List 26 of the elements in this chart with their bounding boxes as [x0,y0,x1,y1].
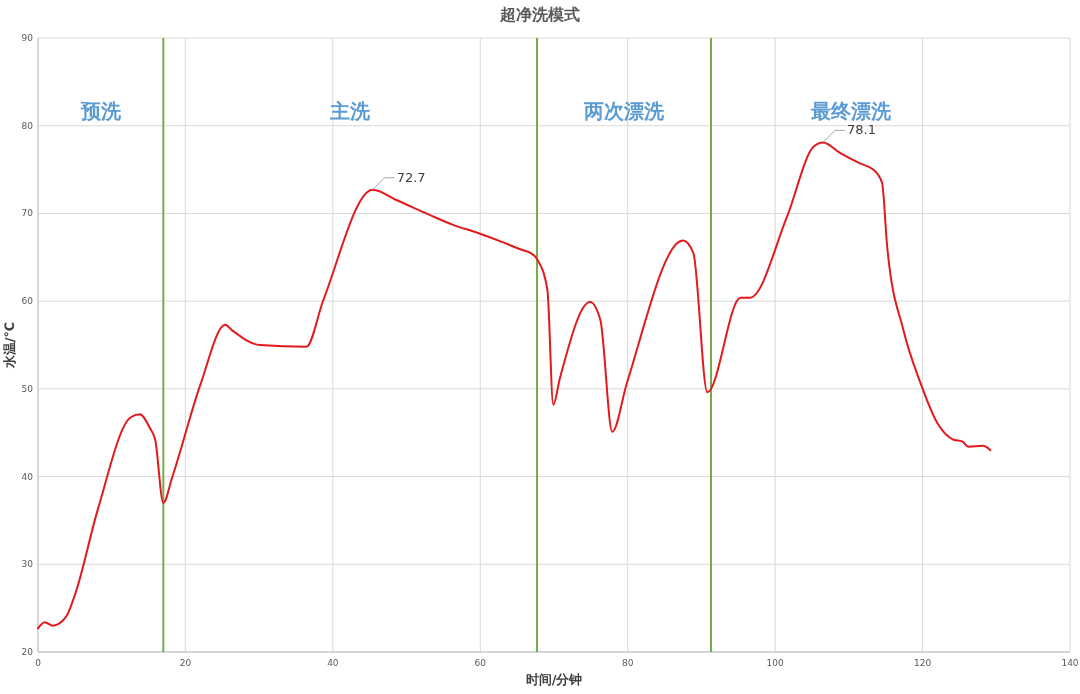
y-tick-label: 40 [21,471,34,482]
x-tick-label: 20 [179,658,192,668]
annotation: 两次漂洗 [583,99,666,123]
y-tick-label: 60 [21,296,34,307]
annotation: 主洗 [329,99,372,123]
x-tick-label: 0 [35,658,42,668]
x-tick-label: 60 [474,658,487,668]
x-tick-label: 140 [1061,658,1079,668]
y-tick-label: 50 [21,383,34,394]
x-tick-label: 100 [766,658,784,668]
annotation: 78.1 [847,122,877,138]
chart-title: 超净洗模式 [499,5,580,24]
x-tick-label: 80 [621,658,634,668]
y-axis-title: 水温/℃ [2,321,17,370]
annotation: 72.7 [396,169,426,185]
y-tick-label: 30 [21,559,34,570]
line-series [37,141,992,630]
y-tick-label: 20 [21,647,34,657]
y-tick-label: 80 [21,120,34,131]
y-tick-label: 70 [21,208,34,219]
annotation: 预洗 [79,99,122,123]
x-axis-title: 时间/分钟 [525,672,583,687]
x-tick-label: 40 [327,658,339,668]
x-tick-label: 120 [913,658,932,668]
annotation: 最终漂洗 [809,99,892,123]
y-tick-label: 90 [21,33,34,43]
